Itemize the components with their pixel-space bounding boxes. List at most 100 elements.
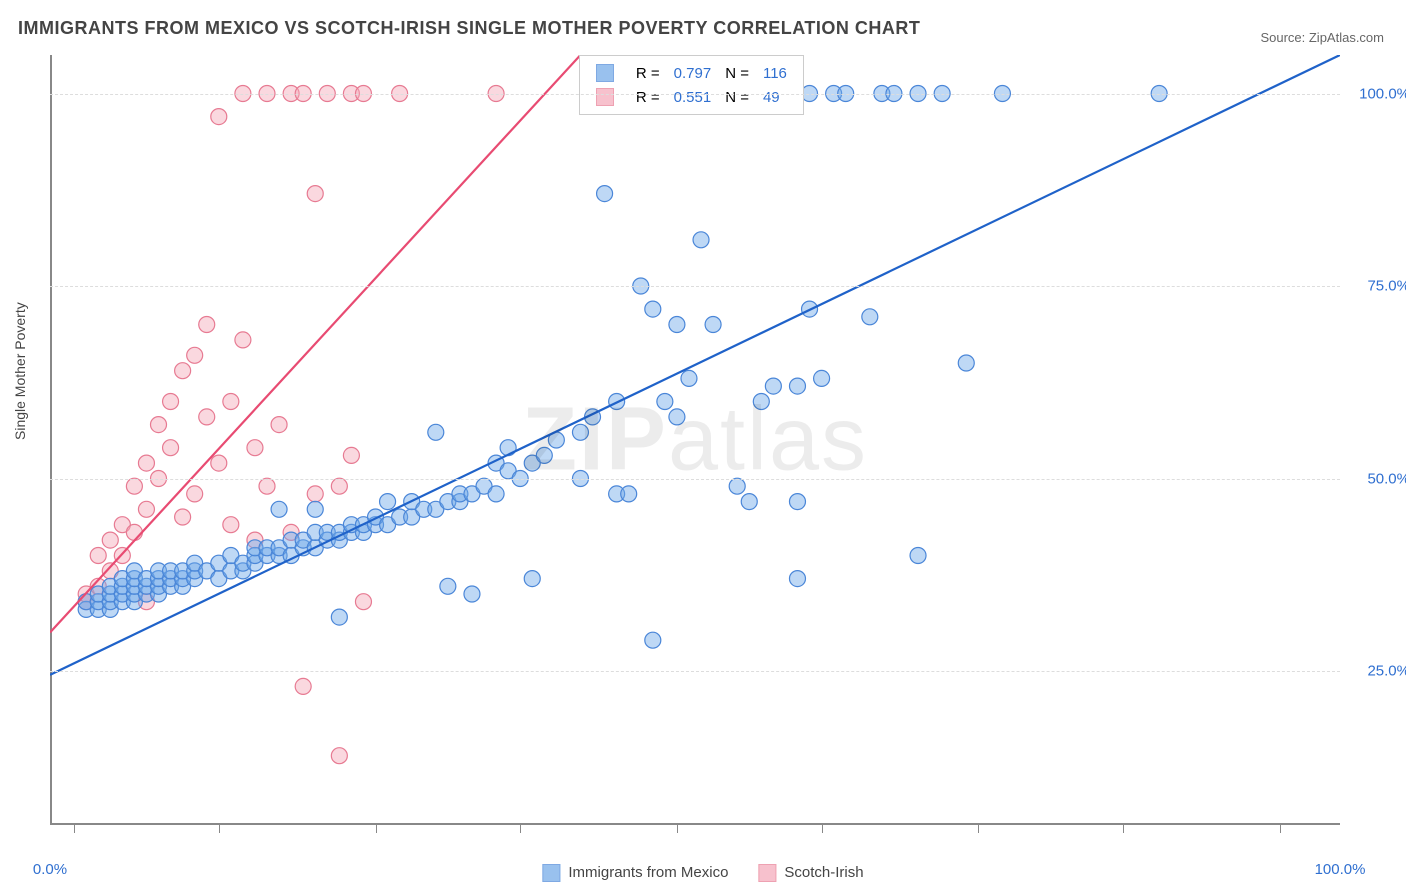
data-point [621,486,637,502]
data-point [669,409,685,425]
data-point [741,494,757,510]
xtick [1123,825,1124,833]
data-point [814,370,830,386]
legend-item-0[interactable]: Immigrants from Mexico [542,864,728,882]
data-point [223,394,239,410]
xtick [978,825,979,833]
ytick-label: 100.0% [1359,85,1406,102]
stats-r-label-1: R = [630,86,666,108]
gridline-y [50,671,1340,672]
data-point [187,486,203,502]
data-point [789,571,805,587]
data-point [355,594,371,610]
xtick [1280,825,1281,833]
data-point [223,517,239,533]
data-point [681,370,697,386]
y-axis-label: Single Mother Poverty [12,302,28,440]
source-link[interactable]: ZipAtlas.com [1309,30,1384,45]
data-point [343,447,359,463]
data-point [669,317,685,333]
data-point [163,440,179,456]
stats-swatch-0 [596,64,614,82]
data-point [175,363,191,379]
chart-container: IMMIGRANTS FROM MEXICO VS SCOTCH-IRISH S… [0,0,1406,892]
data-point [958,355,974,371]
xtick [520,825,521,833]
data-point [271,501,287,517]
data-point [862,309,878,325]
data-point [753,394,769,410]
ytick-label: 25.0% [1367,663,1406,680]
data-point [789,494,805,510]
ytick-label: 50.0% [1367,470,1406,487]
stats-r-label-0: R = [630,62,666,84]
data-point [380,494,396,510]
gridline-y [50,286,1340,287]
data-point [187,347,203,363]
xtick [219,825,220,833]
source-label: Source: [1260,30,1308,45]
data-point [572,424,588,440]
legend-label-0: Immigrants from Mexico [568,864,728,881]
data-point [331,478,347,494]
data-point [247,440,263,456]
data-point [705,317,721,333]
data-point [500,440,516,456]
data-point [138,455,154,471]
data-point [657,394,673,410]
stats-legend-box: R = 0.797 N = 116 R = 0.551 N = 49 [579,55,804,115]
xtick [822,825,823,833]
stats-table: R = 0.797 N = 116 R = 0.551 N = 49 [588,60,795,110]
data-point [211,455,227,471]
stats-swatch-1 [596,88,614,106]
stats-n-label-0: N = [719,62,755,84]
data-point [199,409,215,425]
data-point [693,232,709,248]
data-point [307,186,323,202]
data-point [295,678,311,694]
xtick-label-min: 0.0% [33,861,67,878]
chart-svg [50,55,1340,825]
data-point [524,571,540,587]
gridline-y [50,479,1340,480]
data-point [765,378,781,394]
data-point [163,394,179,410]
data-point [597,186,613,202]
stats-row-0: R = 0.797 N = 116 [590,62,793,84]
data-point [126,524,142,540]
data-point [307,501,323,517]
data-point [259,478,275,494]
data-point [151,417,167,433]
trend-line [50,55,1340,675]
data-point [428,424,444,440]
data-point [102,532,118,548]
data-point [199,317,215,333]
xtick-label-max: 100.0% [1315,861,1366,878]
data-point [211,109,227,125]
xtick [74,825,75,833]
data-point [307,486,323,502]
data-point [235,332,251,348]
chart-title: IMMIGRANTS FROM MEXICO VS SCOTCH-IRISH S… [18,18,920,39]
data-point [138,501,154,517]
stats-n-val-1: 49 [757,86,793,108]
legend-swatch-0 [542,864,560,882]
data-point [488,486,504,502]
data-point [175,509,191,525]
data-point [789,378,805,394]
xtick [677,825,678,833]
data-point [271,417,287,433]
data-point [90,548,106,564]
legend-swatch-1 [758,864,776,882]
stats-n-val-0: 116 [757,62,793,84]
data-point [645,301,661,317]
stats-n-label-1: N = [719,86,755,108]
ytick-label: 75.0% [1367,278,1406,295]
plot-area: ZIPatlas R = 0.797 N = 116 R = 0.551 N =… [50,55,1340,825]
legend-item-1[interactable]: Scotch-Irish [758,864,863,882]
data-point [645,632,661,648]
bottom-legend: Immigrants from Mexico Scotch-Irish [542,864,863,882]
legend-label-1: Scotch-Irish [784,864,863,881]
data-point [464,586,480,602]
gridline-y [50,94,1340,95]
